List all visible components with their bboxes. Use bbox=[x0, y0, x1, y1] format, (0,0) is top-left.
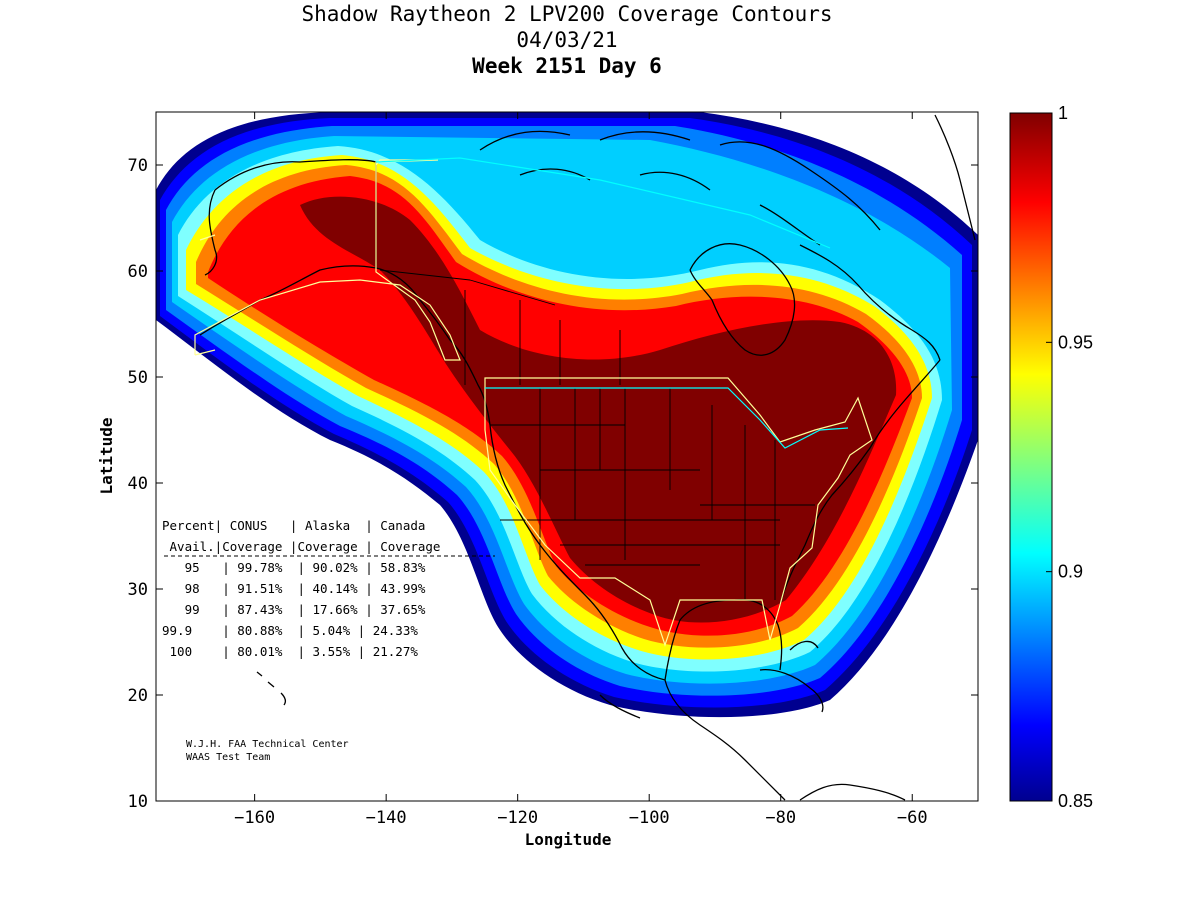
service-boundaries bbox=[194, 157, 873, 647]
state-boundaries bbox=[379, 269, 815, 600]
y-tick-label: 40 bbox=[128, 474, 148, 494]
florida-cuba bbox=[759, 640, 824, 713]
state-lines-horizontal bbox=[490, 424, 815, 566]
table-header-row-1: Percent| CONUS | Alaska | Canada bbox=[162, 518, 425, 533]
mexico-central-america bbox=[599, 679, 786, 801]
west-coast-conus bbox=[489, 424, 666, 681]
table-row-98: 98 | 91.51% | 40.14% | 43.99% bbox=[162, 581, 426, 596]
table-row-100: 100 | 80.01% | 3.55% | 21.27% bbox=[162, 644, 418, 659]
table-row-95: 95 | 99.78% | 90.02% | 58.83% bbox=[162, 560, 426, 575]
x-tick-label: −160 bbox=[234, 808, 275, 828]
south-america-coast bbox=[799, 783, 906, 801]
contour-band-1-00 bbox=[300, 196, 897, 623]
colorbar-tick-label: 0.95 bbox=[1058, 332, 1093, 352]
axis-ticks: −160 −140 −120 −100 −80 −60 10 20 30 40 50 60 70 bbox=[128, 112, 978, 828]
chart-title: Shadow Raytheon 2 LPV200 Coverage Contou… bbox=[301, 2, 833, 26]
table-row-99-9: 99.9 | 80.88% | 5.04% | 24.33% bbox=[162, 623, 418, 638]
chart-week-day: Week 2151 Day 6 bbox=[472, 54, 662, 78]
y-tick-label: 50 bbox=[128, 368, 148, 388]
conus-service-boundary bbox=[484, 377, 873, 647]
x-tick-label: −60 bbox=[897, 808, 928, 828]
credit-line-2: WAAS Test Team bbox=[186, 752, 270, 763]
hudson-bay bbox=[689, 243, 796, 356]
x-axis-label: Longitude bbox=[525, 830, 612, 849]
colorbar-ticks: 1 0.95 0.9 0.85 bbox=[1046, 103, 1093, 811]
y-tick-label: 70 bbox=[128, 156, 148, 176]
table-row-99: 99 | 87.43% | 17.66% | 37.65% bbox=[162, 602, 426, 617]
labrador-coast bbox=[799, 244, 941, 361]
x-tick-label: −100 bbox=[629, 808, 670, 828]
canada-provinces bbox=[379, 269, 621, 385]
greenland-coast bbox=[934, 114, 976, 241]
x-tick-label: −120 bbox=[497, 808, 538, 828]
colorbar-tick-label: 0.85 bbox=[1058, 791, 1093, 811]
colorbar bbox=[1009, 112, 1053, 802]
credit-line-1: W.J.H. FAA Technical Center bbox=[186, 739, 349, 750]
y-tick-label: 60 bbox=[128, 262, 148, 282]
plot-frame bbox=[155, 111, 979, 802]
east-coast bbox=[779, 359, 941, 606]
colorbar-tick-label: 1 bbox=[1058, 103, 1068, 123]
coverage-table: Percent| CONUS | Alaska | Canada Avail.|… bbox=[162, 518, 495, 659]
canada-service-boundary bbox=[375, 157, 849, 449]
northwest-coast bbox=[375, 267, 491, 426]
arctic-islands bbox=[479, 130, 881, 246]
state-lines-vertical bbox=[539, 388, 776, 600]
x-tick-label: −140 bbox=[366, 808, 407, 828]
y-tick-label: 20 bbox=[128, 686, 148, 706]
y-tick-label: 30 bbox=[128, 580, 148, 600]
coastlines bbox=[199, 114, 976, 801]
hawaii-islands bbox=[256, 671, 287, 706]
y-tick-label: 10 bbox=[128, 792, 148, 812]
x-tick-label: −80 bbox=[765, 808, 796, 828]
chart-date: 04/03/21 bbox=[516, 28, 618, 52]
y-axis-label: Latitude bbox=[97, 417, 116, 494]
colorbar-tick-label: 0.9 bbox=[1058, 562, 1083, 582]
table-header-row-2: Avail.|Coverage |Coverage | Coverage bbox=[162, 539, 440, 554]
